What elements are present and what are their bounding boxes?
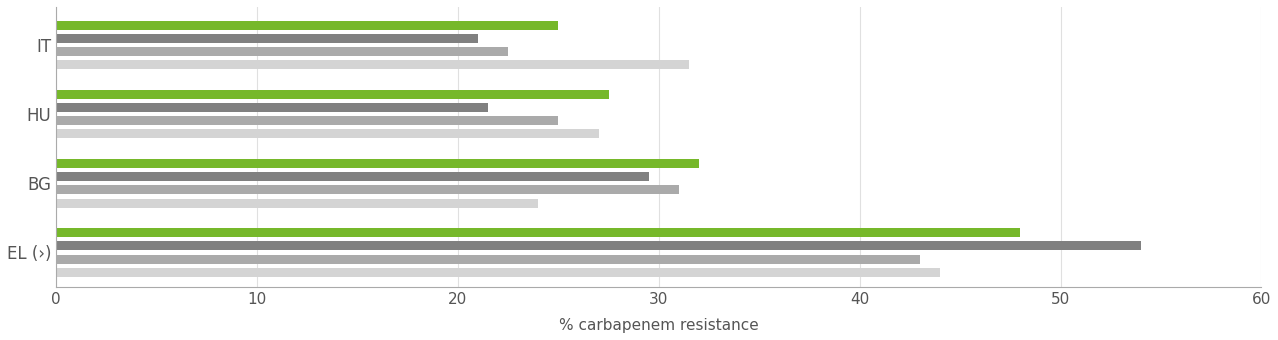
Bar — [56, 159, 699, 168]
X-axis label: % carbapenem resistance: % carbapenem resistance — [558, 318, 759, 333]
Bar — [56, 116, 558, 125]
Bar — [56, 241, 1141, 251]
Bar — [56, 255, 920, 264]
Bar — [56, 268, 941, 277]
Bar — [56, 60, 689, 69]
Bar — [56, 172, 649, 181]
Bar — [56, 199, 538, 207]
Bar — [56, 21, 558, 30]
Bar — [56, 90, 608, 99]
Bar — [56, 130, 598, 138]
Bar — [56, 228, 1020, 237]
Bar — [56, 34, 478, 43]
Bar — [56, 103, 488, 112]
Bar — [56, 47, 509, 56]
Bar — [56, 185, 679, 194]
